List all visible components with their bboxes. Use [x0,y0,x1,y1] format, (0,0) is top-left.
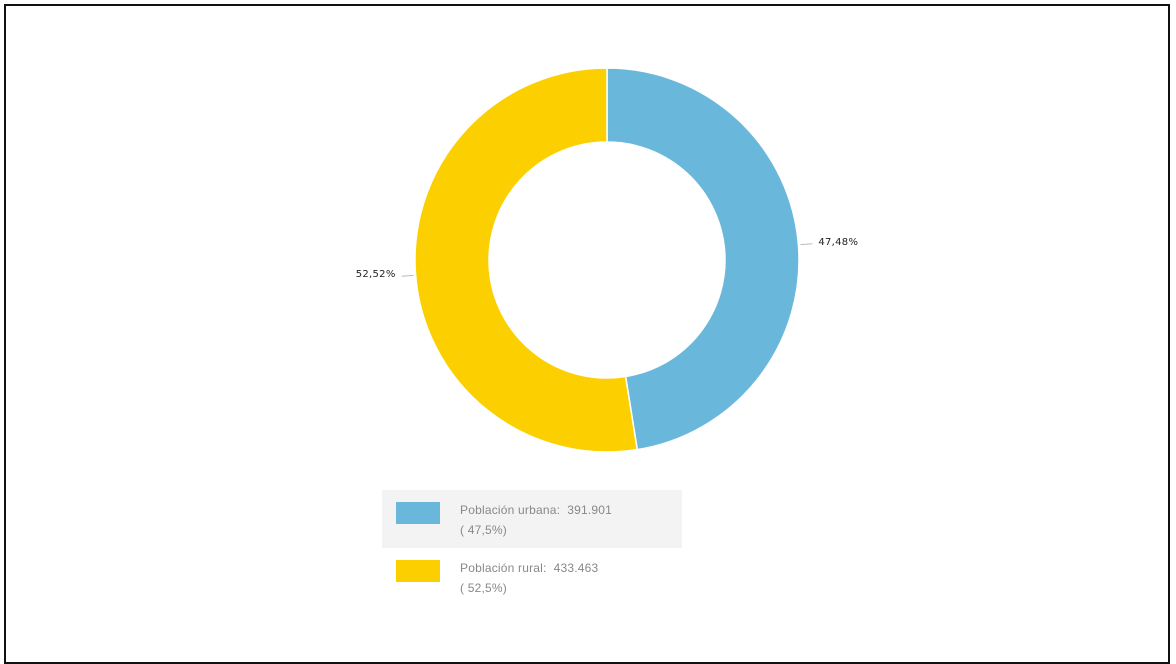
slice-percent-label-rural: 52,52% [355,269,396,281]
legend-label-urban: Población urbana [460,503,557,517]
legend-share-urban: ( 47,5%) [460,523,507,537]
slice-percent-label-urban: 47,48% [818,236,859,248]
legend-swatch-urban [396,502,440,524]
legend-share-rural: ( 52,5%) [460,581,507,595]
legend-item-urban[interactable]: Población urbana: 391.901 ( 47,5%) [382,490,682,548]
legend-swatch-rural [396,560,440,582]
donut-slice-urban[interactable] [606,67,800,451]
legend-label-rural: Población rural [460,561,544,575]
donut-slice-rural[interactable] [414,67,639,453]
legend-value-rural: 433.463 [553,561,599,575]
leader-line-rural [401,274,414,277]
legend-value-urban: 391.901 [567,503,612,517]
leader-line-urban [800,243,813,246]
legend: Población urbana: 391.901 ( 47,5%) Pobla… [382,490,682,606]
legend-item-rural[interactable]: Población rural: 433.463 ( 52,5%) [382,548,682,606]
